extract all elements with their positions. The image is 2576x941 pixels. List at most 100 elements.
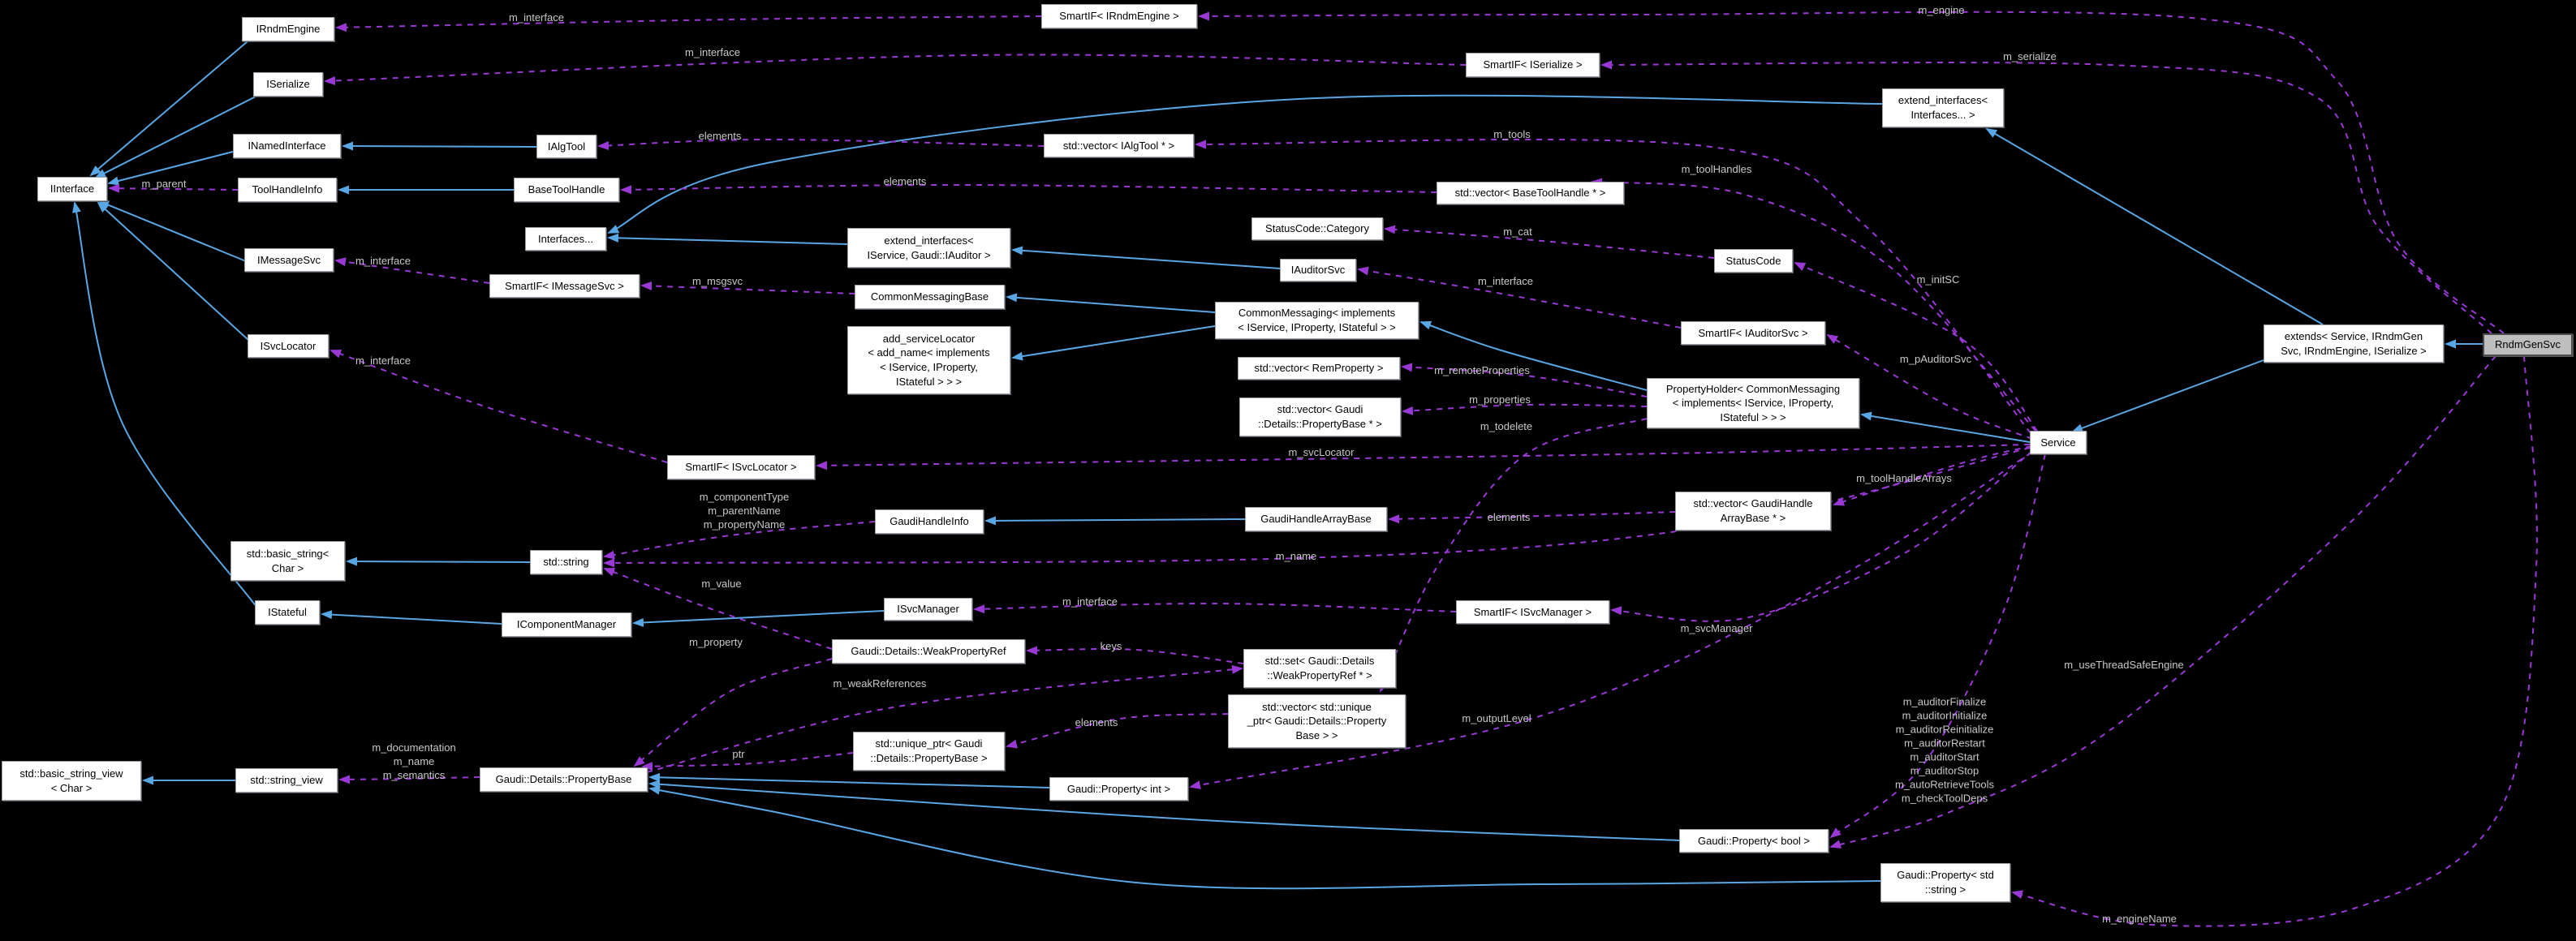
edge-extends_box-to-extend_variadic [1985,127,2324,325]
node-label-line: Gaudi::Property< int > [1066,782,1171,795]
node-vector_unique_ptr[interactable]: std::vector< std::unique _ptr< Gaudi::Det… [1228,694,1406,748]
edge-inamedinterface-to-iinterface [107,151,234,186]
node-label-line: CommonMessaging< implements [1238,307,1396,320]
edge-label-service-to-statuscode: m_initSC [1917,273,1960,286]
node-vector_gaudihandlearraybase[interactable]: std::vector< GaudiHandle ArrayBase * > [1675,492,1831,531]
node-imessagesvc[interactable]: IMessageSvc [244,248,334,272]
node-iauditorsvc[interactable]: IAuditorSvc [1280,259,1356,281]
node-inamedinterface[interactable]: INamedInterface [233,134,341,158]
edge-property_bool-to-propertybase [648,780,1680,841]
edge-label-smartif_isvcmanager-to-isvcmanager: m_interface [1062,595,1118,608]
edge-label-line: m_useThreadSafeEngine [2064,659,2183,671]
node-vector_remproperty[interactable]: std::vector< RemProperty > [1238,357,1400,380]
node-label-line: < Char > [50,781,93,794]
node-isvclocator[interactable]: ISvcLocator [248,334,329,358]
node-label-line: std::vector< IAlgTool * > [1062,139,1175,152]
edge-label-line: m_componentType [700,491,790,503]
edge-label-line: elements [1075,716,1118,728]
node-basic_string_view[interactable]: std::basic_string_view < Char > [2,761,141,801]
node-property_bool[interactable]: Gaudi::Property< bool > [1679,829,1829,853]
node-label-line: IStateful > > > [895,375,963,388]
node-label-line: IMessageSvc [256,253,321,266]
edge-commonmessagingbase-to-smartif_imessagesvc [640,281,855,294]
node-gaudihandleinfo[interactable]: GaudiHandleInfo [875,509,984,534]
node-commonmessaging[interactable]: CommonMessaging< implements < IService, I… [1215,302,1419,339]
node-label-line: ::string > [1924,883,1966,896]
edge-weakpropertyref-to-propertybase [633,658,833,767]
node-rndmgensvc[interactable]: RndmGenSvc [2483,333,2573,356]
node-icomponentmanager[interactable]: IComponentManager [502,612,631,637]
node-commonmessagingbase[interactable]: CommonMessagingBase [855,285,1005,309]
node-label-line: add_serviceLocator [882,332,976,345]
node-label-line: Char > [271,561,304,574]
edge-service-to-property_int [1189,452,2032,790]
edge-label-line: m_auditorReinitialize [1896,724,1994,736]
node-string_view[interactable]: std::string_view [235,768,338,793]
node-interfaces[interactable]: Interfaces... [525,227,606,251]
edge-label-line: m_svcManager [1681,622,1754,634]
edge-label-line: m_weakReferences [834,677,927,690]
node-gaudihandlearraybase[interactable]: GaudiHandleArrayBase [1245,507,1387,531]
node-iserialize[interactable]: ISerialize [253,72,323,97]
edge-service-to-vector_gaudihandlearraybase [1833,445,2032,506]
node-label-line: < IService, IProperty, IStateful > > [1238,321,1396,333]
node-stdstring[interactable]: std::string [530,550,602,574]
node-label-line: IComponentManager [516,618,617,631]
edge-label-line: m_auditorInitialize [1902,710,1988,722]
node-basic_string[interactable]: std::basic_string< Char > [230,541,345,581]
node-unique_ptr[interactable]: std::unique_ptr< Gaudi::Details::Propert… [853,732,1005,771]
edge-label-vector_gaudihandlearraybase-to-gaudihandlearraybase: elements [1488,511,1531,523]
edge-smartif_irndmengine-to-irndmengine [335,15,1042,32]
node-vector_ialgtool[interactable]: std::vector< IAlgTool * > [1044,134,1194,157]
node-smartif_iauditorsvc[interactable]: SmartIF< IAuditorSvc > [1681,321,1825,345]
node-propertybase[interactable]: Gaudi::Details::PropertyBase [480,767,648,792]
node-label-line: IAlgTool [547,140,586,153]
edge-commonmessaging-to-add_servicelocator [1011,325,1216,361]
node-irndmengine[interactable]: IRndmEngine [242,17,334,41]
node-label-line: < add_name< implements [868,346,990,359]
node-ialgtool[interactable]: IAlgTool [536,135,597,158]
edge-service-to-property_bool [1829,453,2046,839]
node-smartif_iserialize[interactable]: SmartIF< ISerialize > [1466,53,1600,77]
node-smartif_isvclocator[interactable]: SmartIF< ISvcLocator > [667,455,815,479]
edge-label-rndmgensvc-to-property_string: m_engineName [2102,913,2177,925]
node-label-line: Svc, IRndmEngine, ISerialize > [2281,344,2427,357]
node-smartif_isvcmanager[interactable]: SmartIF< ISvcManager > [1456,600,1609,624]
node-vector_basetoolhandle[interactable]: std::vector< BaseToolHandle * > [1437,182,1624,204]
edge-label-line: m_interface [1062,595,1118,608]
node-property_int[interactable]: Gaudi::Property< int > [1049,777,1188,801]
node-statuscode[interactable]: StatusCode [1714,249,1793,273]
node-extend_variadic[interactable]: extend_interfaces< Interfaces... > [1882,88,2004,127]
node-statuscode_category[interactable]: StatusCode::Category [1251,217,1383,240]
edge-statuscode-to-statuscode_category [1384,225,1715,259]
edge-propertyholder-to-vector_remproperty [1401,363,1648,397]
edge-gaudihandleinfo-to-stdstring [603,521,876,560]
edge-label-line: m_interface [1478,275,1533,287]
node-add_servicelocator[interactable]: add_serviceLocator < add_name< implements… [847,326,1010,394]
edge-label-service-to-property_int: m_outputLevel [1462,712,1531,724]
node-smartif_imessagesvc[interactable]: SmartIF< IMessageSvc > [489,274,640,298]
node-weakpropertyref[interactable]: Gaudi::Details::WeakPropertyRef [832,639,1025,664]
node-isvcmanager[interactable]: ISvcManager [884,598,972,621]
edge-label-line: m_autoRetrieveTools [1895,779,1995,791]
node-extends_box[interactable]: extends< Service, IRndmGen Svc, IRndmEngi… [2264,324,2444,363]
node-vector_propertybase_ptr[interactable]: std::vector< Gaudi::Details::PropertyBas… [1239,397,1401,436]
node-smartif_irndmengine[interactable]: SmartIF< IRndmEngine > [1041,4,1197,28]
edge-label-service-to-smartif_iauditorsvc: m_pAuditorSvc [1900,353,1972,365]
edge-rndmgensvc-to-property_bool [1829,355,2496,849]
node-toolhandleinfo[interactable]: ToolHandleInfo [238,178,337,202]
edge-commonmessaging-to-commonmessagingbase [1006,293,1216,313]
node-propertyholder[interactable]: PropertyHolder< CommonMessaging < impleme… [1647,378,1859,428]
node-istateful[interactable]: IStateful [255,600,320,625]
node-property_string[interactable]: Gaudi::Property< std::string > [1880,863,2010,902]
node-extend_iservice_iauditor[interactable]: extend_interfaces< IService, Gaudi::IAudi… [847,228,1010,268]
edge-service-to-statuscode [1794,262,2038,432]
node-iinterface[interactable]: IInterface [37,177,107,201]
edge-label-smartif_imessagesvc-to-imessagesvc: m_interface [355,255,411,267]
node-label-line: PropertyHolder< CommonMessaging [1665,382,1841,395]
node-basetoolhandle[interactable]: BaseToolHandle [514,178,619,202]
node-service[interactable]: Service [2030,431,2087,454]
node-set_weakpropertyref[interactable]: std::set< Gaudi::Details::WeakPropertyRe… [1243,649,1396,688]
node-label-line: IStateful > > > [1720,410,1786,423]
